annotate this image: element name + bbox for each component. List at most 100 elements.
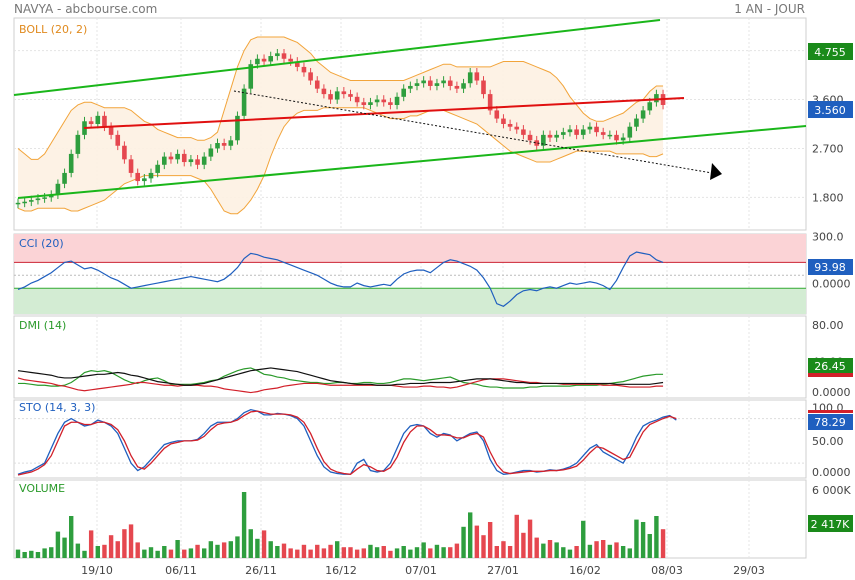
volume-bar — [182, 549, 187, 558]
candle — [454, 85, 460, 89]
volume-bar — [328, 544, 333, 558]
volume-bar — [301, 544, 307, 558]
volume-bar — [501, 541, 506, 558]
volume-bar — [281, 543, 287, 558]
candle — [235, 115, 240, 141]
candle — [35, 198, 41, 201]
candle — [541, 134, 546, 146]
candle — [467, 72, 473, 84]
cci-panel-label: CCI (20) — [19, 237, 64, 250]
volume-bar — [42, 548, 47, 558]
volume-bar — [381, 546, 386, 558]
x-axis-tick: 29/03 — [733, 564, 765, 577]
candle — [314, 80, 320, 89]
candle — [62, 172, 67, 184]
volume-bar — [354, 549, 360, 558]
volume-bar — [368, 544, 373, 558]
volume-bar — [128, 524, 134, 558]
volume-bar — [487, 522, 493, 558]
volume-bar — [567, 549, 573, 558]
candle — [428, 80, 433, 86]
candle — [527, 134, 533, 141]
volume-bar — [22, 552, 27, 558]
volume-bar — [454, 543, 460, 558]
sto-y-tick: 0.0000 — [812, 466, 851, 479]
candle — [507, 124, 513, 127]
candle — [241, 88, 247, 116]
volume-bar — [408, 549, 413, 558]
candle — [561, 132, 566, 135]
volume-bar — [627, 548, 632, 558]
dmi-y-tick: 0.0000 — [812, 386, 851, 399]
candle — [334, 91, 340, 100]
bollinger-band-area — [18, 37, 664, 214]
volume-bar — [148, 547, 154, 558]
candle — [15, 202, 21, 205]
volume-bar — [275, 546, 280, 558]
candle — [381, 99, 387, 103]
cci-y-tick: 0.0000 — [812, 277, 851, 290]
volume-bar — [95, 546, 100, 558]
volume-bar — [640, 522, 646, 558]
volume-bar — [534, 537, 539, 558]
candle — [441, 80, 446, 84]
volume-bar — [69, 516, 74, 558]
volume-bar — [308, 549, 313, 558]
candle — [394, 96, 400, 105]
volume-bar — [660, 529, 666, 558]
cci-badge — [808, 259, 853, 275]
candle — [547, 134, 553, 138]
candle — [388, 102, 393, 105]
candle — [481, 80, 486, 95]
candle — [634, 118, 639, 127]
volume-bar — [401, 546, 406, 558]
candle — [201, 156, 207, 165]
sto-y-tick: 50.00 — [812, 435, 844, 448]
volume-bar — [561, 547, 566, 558]
candle — [55, 183, 61, 195]
chart-title: NAVYA - abcbourse.com — [14, 2, 158, 16]
candle — [248, 64, 254, 89]
volume-bar — [49, 547, 54, 558]
volume-bar — [168, 549, 174, 558]
candle — [261, 58, 267, 62]
candle — [195, 159, 200, 165]
volume-badge — [808, 515, 853, 532]
volume-bar — [388, 550, 393, 558]
volume-bar — [15, 549, 21, 558]
x-axis-tick: 06/11 — [165, 564, 197, 577]
dmi-plus-badge-text: 26.45 — [814, 360, 846, 373]
volume-bar — [295, 549, 300, 558]
volume-bar — [547, 540, 553, 558]
volume-bar — [441, 547, 446, 558]
dmi-panel-label: DMI (14) — [19, 319, 66, 332]
x-axis-tick: 08/03 — [651, 564, 683, 577]
volume-bar — [394, 548, 400, 558]
candle — [275, 53, 280, 57]
sto-panel-label: STO (14, 3, 3) — [19, 401, 95, 414]
dashed-trend-arrow — [710, 163, 722, 180]
volume-bar — [527, 519, 533, 558]
volume-bar — [55, 531, 61, 558]
candle — [95, 115, 101, 124]
candle — [48, 194, 54, 198]
green-channel-upper — [13, 19, 661, 96]
candle — [514, 126, 520, 130]
candle — [301, 66, 307, 73]
cci-line — [17, 251, 664, 307]
candle — [620, 137, 626, 141]
candle — [321, 88, 327, 95]
x-axis-tick: 26/11 — [245, 564, 277, 577]
candle — [122, 145, 127, 160]
candle — [135, 172, 140, 182]
candle — [421, 80, 426, 84]
candle — [281, 53, 287, 59]
volume-bar — [507, 546, 513, 558]
candle — [461, 83, 466, 89]
volume-bar — [235, 536, 240, 558]
candle — [308, 72, 313, 81]
sto-k-badge — [808, 414, 853, 430]
candle — [162, 156, 167, 165]
volume-bar — [188, 548, 194, 558]
candle — [647, 102, 653, 111]
